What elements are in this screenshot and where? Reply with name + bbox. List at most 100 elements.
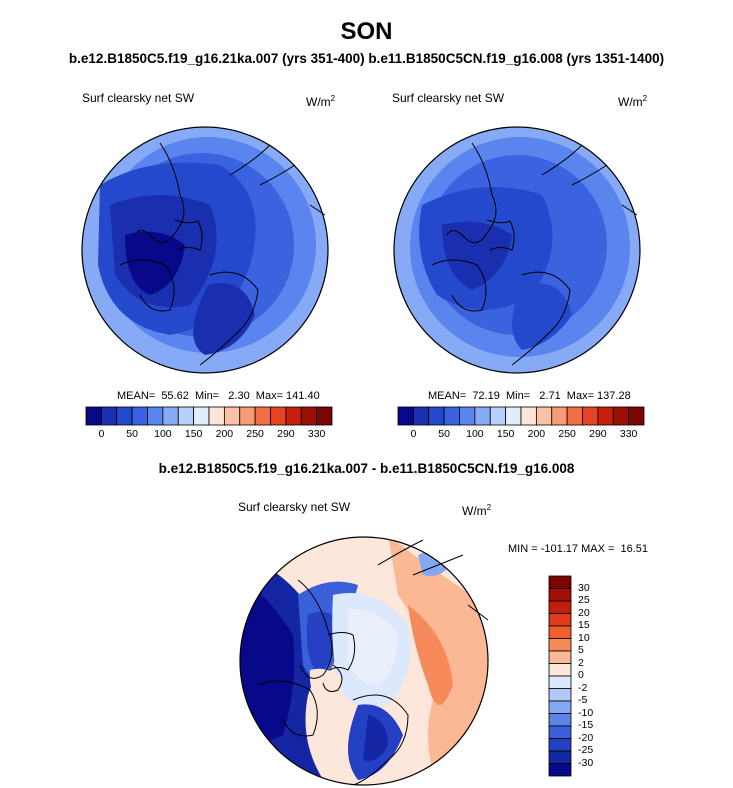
- panel1-colorbar-swatch: [85, 406, 102, 426]
- panel2-colorbar-tick-label: 100: [466, 428, 484, 440]
- difference-colorbar-swatch: [548, 613, 572, 627]
- panel2-colorbar-swatch: [582, 406, 599, 426]
- panel2-colorbar-swatch: [459, 406, 476, 426]
- panel1-units-label: W/m2: [306, 94, 336, 109]
- panel1-colorbar-swatch: [147, 406, 164, 426]
- panel1-colorbar-swatch: [162, 406, 179, 426]
- panel1-colorbar-swatch: [208, 406, 225, 426]
- panel1-colorbar-swatch: [239, 406, 256, 426]
- panel1-colorbar-tick-label: 330: [307, 428, 326, 440]
- difference-colorbar-swatch: [548, 575, 572, 589]
- difference-colorbar-swatch: [548, 638, 572, 652]
- panel2-stats: MEAN= 72.19 Min= 2.71 Max= 137.28: [428, 390, 631, 402]
- panel1-colorbar-swatch: [100, 406, 118, 426]
- difference-colorbar-swatch: [548, 763, 572, 777]
- panel2-colorbar-swatch: [597, 406, 614, 426]
- panel2-colorbar-ticks: 0 50 100 150 200 250 290 330: [398, 428, 644, 442]
- panel1-colorbar-swatch: [254, 406, 271, 426]
- difference-colorbar-swatch: [548, 688, 572, 702]
- panel1-colorbar-swatch: [131, 406, 148, 426]
- panel2-colorbar-swatch: [505, 406, 522, 426]
- difference-colorbar-tick-label: 5: [578, 644, 584, 656]
- panel1-colorbar-swatch: [223, 406, 241, 426]
- panel2-colorbar-tick-label: 290: [589, 428, 607, 440]
- difference-colorbar-swatch: [548, 713, 572, 727]
- season-title: SON: [340, 18, 393, 45]
- panel1-colorbar-tick-label: 150: [184, 428, 203, 440]
- panel1-colorbar-swatch: [177, 406, 195, 426]
- difference-colorbar-tick-label: 25: [578, 594, 590, 606]
- panel2-colorbar-tick-label: 330: [619, 428, 638, 440]
- difference-colorbar-tick-label: 15: [578, 619, 590, 631]
- panel2-colorbar-swatch: [489, 406, 507, 426]
- cases-subtitle: b.e12.B1850C5.f19_g16.21ka.007 (yrs 351-…: [68, 51, 665, 66]
- difference-colorbar-tick-label: 30: [578, 581, 590, 594]
- panel2-colorbar-swatch: [397, 406, 414, 426]
- difference-colorbar-tick-label: -2: [578, 681, 588, 694]
- difference-colorbar-tick-label: -25: [578, 744, 594, 756]
- panel2-colorbar-swatch: [628, 406, 645, 426]
- panel2-colorbar-swatch: [551, 406, 568, 426]
- panel2-colorbar: [397, 406, 645, 426]
- difference-colorbar-ticks: 30 25 20 15 10 5 2 0 -2 -5 -10 -15 -20 -25 -30: [578, 576, 618, 776]
- panel1-colorbar-swatch: [285, 406, 302, 426]
- panel2-variable-label: Surf clearsky net SW: [392, 91, 505, 105]
- panel1-colorbar: [85, 406, 333, 426]
- panel1-colorbar-tick-label: 250: [246, 428, 264, 440]
- panel2-colorbar-tick-label: 50: [438, 428, 450, 440]
- panel1-polar-map: [81, 126, 329, 374]
- difference-colorbar-tick-label: -10: [578, 706, 594, 719]
- panel2-colorbar-swatch: [443, 406, 460, 426]
- panel2-colorbar-tick-label: 150: [496, 428, 515, 440]
- difference-colorbar-tick-label: 0: [578, 669, 584, 681]
- difference-colorbar-tick-label: 10: [578, 631, 590, 644]
- panel2-colorbar-swatch: [566, 406, 583, 426]
- difference-colorbar-tick-label: -5: [578, 694, 588, 706]
- difference-colorbar: [548, 575, 572, 777]
- difference-colorbar-tick-label: 20: [578, 606, 590, 619]
- difference-variable-label: Surf clearsky net SW: [238, 500, 351, 514]
- difference-colorbar-swatch: [548, 675, 572, 689]
- panel2-polar-map: [393, 126, 641, 374]
- panel1-colorbar-ticks: 0 50 100 150 200 250 290 330: [86, 428, 332, 442]
- difference-colorbar-swatch: [548, 650, 572, 664]
- difference-colorbar-tick-label: -30: [578, 756, 594, 769]
- panel1-colorbar-tick-label: 100: [154, 428, 172, 440]
- panel1-colorbar-tick-label: 50: [126, 428, 138, 440]
- difference-colorbar-swatch: [548, 750, 572, 764]
- difference-title: b.e12.B1850C5.f19_g16.21ka.007 - b.e11.B…: [158, 461, 575, 476]
- panel1-colorbar-swatch: [116, 406, 133, 426]
- difference-minmax: MIN = -101.17 MAX = 16.51: [508, 543, 649, 555]
- panel1-colorbar-swatch: [270, 406, 287, 426]
- panel2-colorbar-tick-label: 250: [558, 428, 576, 440]
- panel2-colorbar-swatch: [474, 406, 491, 426]
- panel2-colorbar-swatch: [428, 406, 445, 426]
- difference-colorbar-swatch: [548, 588, 572, 602]
- panel2-colorbar-tick-label: 200: [527, 428, 546, 440]
- difference-colorbar-swatch: [548, 663, 572, 677]
- panel1-colorbar-swatch: [300, 406, 318, 426]
- panel2-units-label: W/m2: [618, 94, 648, 109]
- difference-units-label: W/m2: [462, 503, 492, 518]
- panel2-colorbar-tick-label: 0: [410, 428, 417, 440]
- difference-colorbar-swatch: [548, 738, 572, 752]
- panel1-colorbar-swatch: [193, 406, 210, 426]
- panel1-stats: MEAN= 55.62 Min= 2.30 Max= 141.40: [117, 390, 320, 402]
- difference-colorbar-tick-label: 2: [578, 656, 584, 669]
- difference-colorbar-swatch: [548, 700, 572, 714]
- panel2-colorbar-swatch: [520, 406, 537, 426]
- difference-colorbar-tick-label: -15: [578, 719, 594, 731]
- panel2-colorbar-swatch: [612, 406, 630, 426]
- panel1-variable-label: Surf clearsky net SW: [82, 91, 195, 105]
- panel1-colorbar-tick-label: 200: [215, 428, 234, 440]
- difference-colorbar-tick-label: -20: [578, 731, 594, 744]
- panel1-colorbar-swatch: [316, 406, 333, 426]
- difference-polar-map: [239, 536, 489, 786]
- difference-colorbar-swatch: [548, 625, 572, 639]
- panel1-colorbar-tick-label: 0: [98, 428, 105, 440]
- panel2-colorbar-swatch: [535, 406, 553, 426]
- panel2-colorbar-swatch: [412, 406, 430, 426]
- panel1-colorbar-tick-label: 290: [277, 428, 295, 440]
- difference-colorbar-swatch: [548, 725, 572, 739]
- difference-colorbar-swatch: [548, 600, 572, 614]
